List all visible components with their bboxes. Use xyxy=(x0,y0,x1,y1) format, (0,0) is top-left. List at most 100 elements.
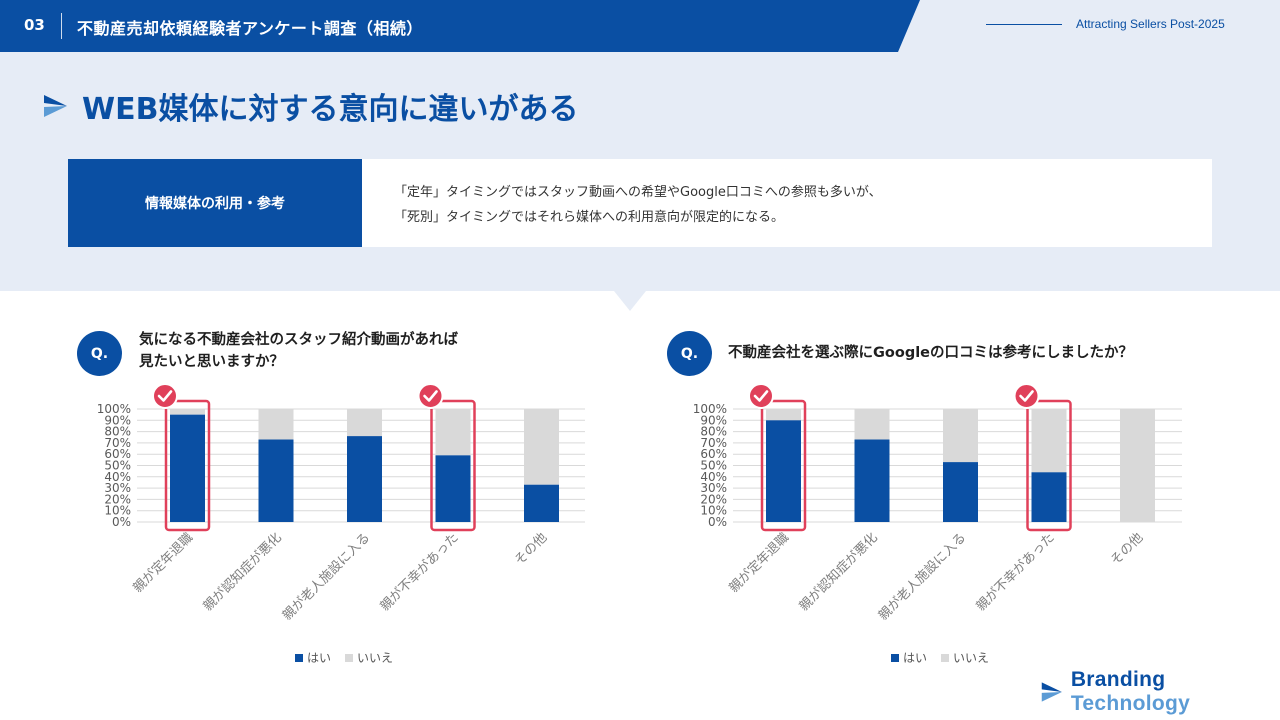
bar-no xyxy=(347,409,382,437)
bar-no xyxy=(1120,409,1155,522)
tagline: Attracting Sellers Post-2025 xyxy=(1076,17,1225,31)
legend-item-yes: はい xyxy=(891,649,927,666)
brand-name: Branding Technology xyxy=(1071,668,1280,716)
info-line-1: 「定年」タイミングではスタッフ動画への希望やGoogle口コミへの参照も多いが、 xyxy=(394,185,882,200)
bar-yes xyxy=(258,439,294,522)
bar-no xyxy=(435,409,471,456)
y-tick-label: 80% xyxy=(700,425,727,439)
legend-label-yes: はい xyxy=(307,651,332,665)
y-tick-label: 90% xyxy=(104,413,131,427)
brand-plane-icon xyxy=(1041,682,1062,702)
info-line-2: 「死別」タイミングではそれら媒体への利用意向が限定的になる。 xyxy=(394,210,785,225)
bar-no xyxy=(170,409,205,415)
legend-label-yes: はい xyxy=(903,651,928,665)
y-tick-label: 40% xyxy=(700,470,727,484)
question-badge-2: Q. xyxy=(667,331,712,376)
y-tick-label: 80% xyxy=(104,425,131,439)
section-number: 03 xyxy=(24,16,45,34)
bar-no xyxy=(524,409,559,485)
checkmark-icon xyxy=(157,390,173,402)
y-tick-label: 10% xyxy=(700,504,727,518)
y-tick-label: 30% xyxy=(104,481,131,495)
legend-item-yes: はい xyxy=(295,649,331,666)
question-badge-1: Q. xyxy=(77,331,122,376)
slide-title: WEB媒体に対する意向に違いがある xyxy=(82,92,579,127)
info-label: 情報媒体の利用・参考 xyxy=(68,159,362,247)
y-tick-label: 50% xyxy=(700,459,727,473)
bar-no xyxy=(766,409,801,421)
bar-no xyxy=(854,409,890,440)
bar-yes xyxy=(766,420,801,522)
legend-swatch-yes xyxy=(891,653,899,662)
y-tick-label: 40% xyxy=(104,470,131,484)
y-tick-label: 10% xyxy=(104,504,131,518)
y-tick-label: 100% xyxy=(97,402,131,416)
bar-yes xyxy=(943,462,978,522)
y-tick-label: 90% xyxy=(700,413,727,427)
bar-yes xyxy=(1031,472,1067,522)
x-category-label: 親が不幸があった xyxy=(974,530,1058,614)
y-tick-label: 60% xyxy=(700,447,727,461)
x-category-label: その他 xyxy=(1108,530,1146,568)
question-1-line-1: 気になる不動産会社のスタッフ紹介動画があれば xyxy=(139,332,458,348)
header-bar xyxy=(0,0,920,52)
check-badge-icon xyxy=(1013,383,1040,409)
tagline-rule xyxy=(986,24,1062,25)
legend-swatch-yes xyxy=(295,653,303,662)
bar-yes xyxy=(170,414,205,522)
brand-name-part2: Technology xyxy=(1070,692,1191,715)
legend-swatch-no xyxy=(941,653,950,662)
highlight-frame xyxy=(1026,399,1072,532)
y-tick-label: 0% xyxy=(708,515,727,529)
y-tick-label: 50% xyxy=(104,459,131,473)
legend-label-no: いいえ xyxy=(357,651,394,665)
bar-no xyxy=(1031,409,1067,473)
bar-no xyxy=(943,409,978,463)
checkmark-icon xyxy=(753,390,769,402)
brand-logo: Branding Technology xyxy=(1040,668,1280,716)
legend-2: はい いいえ xyxy=(891,649,989,666)
header-title: 不動産売却依頼経験者アンケート調査（相続） xyxy=(77,19,423,38)
y-tick-label: 70% xyxy=(104,436,131,450)
highlight-frame xyxy=(164,399,211,532)
check-badge-icon xyxy=(417,383,444,409)
question-text-1: 気になる不動産会社のスタッフ紹介動画があれば 見たいと思いますか？ xyxy=(139,329,458,373)
legend-swatch-no xyxy=(345,653,354,662)
legend-item-no: いいえ xyxy=(941,649,989,666)
chart-staff-video: 0%10%20%30%40%50%60%70%80%90%100%親が定年退職親… xyxy=(97,383,585,624)
header-divider xyxy=(61,13,62,39)
legend-1: はい いいえ xyxy=(295,649,393,666)
y-tick-label: 100% xyxy=(693,402,727,416)
paper-plane-icon xyxy=(44,95,67,117)
y-tick-label: 0% xyxy=(112,515,131,529)
bar-yes xyxy=(435,455,471,522)
checkmark-icon xyxy=(1019,390,1034,402)
callout-pointer xyxy=(614,291,646,311)
checkmark-icon xyxy=(423,390,438,402)
y-tick-label: 70% xyxy=(700,436,727,450)
check-badge-icon xyxy=(152,383,178,409)
bar-yes xyxy=(347,436,382,522)
highlight-frame xyxy=(760,399,807,532)
question-1-line-2: 見たいと思いますか？ xyxy=(139,354,284,370)
y-tick-label: 30% xyxy=(700,481,727,495)
x-category-label: 親が定年退職 xyxy=(727,530,793,596)
legend-item-no: いいえ xyxy=(345,649,393,666)
y-tick-label: 20% xyxy=(104,492,131,506)
info-label-text: 情報媒体の利用・参考 xyxy=(145,196,285,212)
bar-yes xyxy=(854,439,890,522)
bar-no xyxy=(258,409,294,440)
info-description: 「定年」タイミングではスタッフ動画への希望やGoogle口コミへの参照も多いが、… xyxy=(362,159,1212,247)
brand-name-part1: Branding xyxy=(1070,668,1166,691)
highlight-frame xyxy=(430,399,476,532)
question-2-line-1: 不動産会社を選ぶ際にGoogleの口コミは参考にしましたか？ xyxy=(728,345,1134,361)
x-category-label: 親が老人施設に入る xyxy=(875,530,969,624)
question-text-2: 不動産会社を選ぶ際にGoogleの口コミは参考にしましたか？ xyxy=(728,342,1133,364)
check-badge-icon xyxy=(748,383,774,409)
bar-yes xyxy=(524,484,559,522)
legend-label-no: いいえ xyxy=(953,651,990,665)
x-category-label: 親が認知症が悪化 xyxy=(796,530,881,615)
y-tick-label: 60% xyxy=(104,447,131,461)
y-tick-label: 20% xyxy=(700,492,727,506)
